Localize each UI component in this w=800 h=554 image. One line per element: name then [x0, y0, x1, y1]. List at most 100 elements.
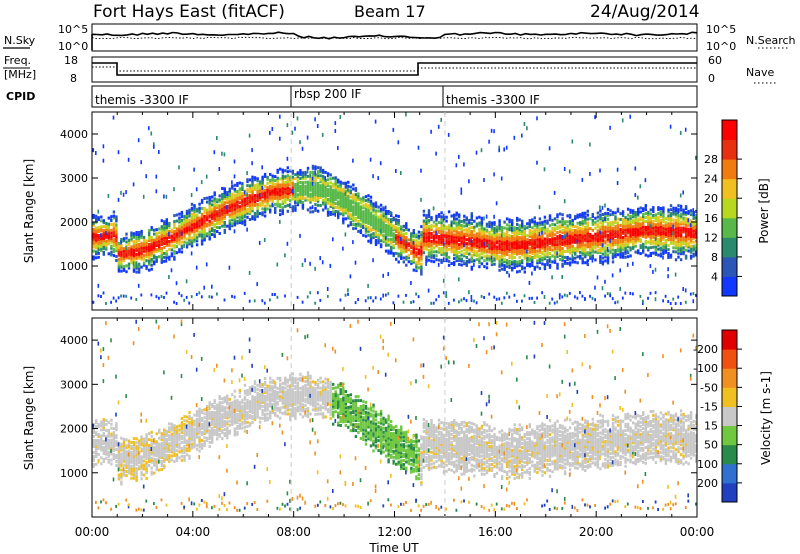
range-gate-cell: [294, 192, 297, 196]
range-gate-cell: [458, 258, 461, 262]
range-gate-cell: [173, 245, 176, 249]
range-gate-cell: [299, 171, 302, 174]
range-gate-cell: [639, 206, 642, 210]
noise-cell: [629, 114, 631, 119]
range-gate-cell: [357, 224, 360, 227]
range-gate-cell: [120, 265, 123, 269]
range-gate-cell: [218, 194, 221, 198]
range-gate-cell: [160, 237, 163, 241]
range-gate-cell: [511, 246, 514, 250]
range-gate-cell: [584, 227, 587, 231]
range-gate-cell: [511, 244, 514, 248]
range-gate-cell: [505, 217, 509, 221]
range-gate-cell: [644, 225, 647, 229]
range-gate-cell: [400, 241, 403, 245]
range-gate-cell: [611, 256, 615, 260]
range-gate-cell: [493, 250, 496, 254]
range-gate-cell: [190, 202, 194, 206]
range-gate-cell: [480, 252, 484, 256]
range-gate-cell: [233, 189, 237, 193]
range-gate-cell: [306, 188, 310, 192]
range-gate-cell: [253, 200, 257, 203]
range-gate-cell: [200, 222, 204, 226]
range-gate-cell: [130, 231, 133, 235]
range-gate-cell: [669, 216, 673, 220]
range-gate-cell: [649, 236, 652, 240]
range-gate-cell: [279, 203, 282, 207]
range-gate-cell: [294, 177, 297, 181]
range-gate-cell: [188, 230, 191, 234]
range-gate-cell: [594, 216, 597, 220]
range-gate-cell: [304, 172, 307, 176]
near-range-cell: [127, 503, 130, 507]
range-gate-cell: [538, 239, 542, 243]
power-colorbar-label: Power [dB]: [757, 178, 771, 243]
range-gate-cell: [417, 234, 421, 238]
range-gate-cell: [205, 218, 209, 222]
range-gate-cell: [430, 218, 433, 222]
range-gate-cell: [614, 235, 617, 239]
range-gate-cell: [145, 255, 148, 259]
range-gate-cell: [657, 253, 660, 257]
near-range-cell: [654, 291, 657, 295]
range-gate-cell: [117, 451, 121, 455]
range-gate-cell: [127, 457, 131, 461]
range-gate-cell: [384, 223, 388, 227]
range-gate-cell: [508, 238, 511, 242]
range-gate-cell: [422, 239, 426, 243]
range-gate-cell: [173, 243, 176, 247]
range-gate-cell: [299, 169, 302, 172]
range-gate-cell: [490, 225, 494, 229]
range-gate-cell: [490, 227, 494, 231]
range-gate-cell: [584, 255, 587, 259]
range-gate-cell: [682, 218, 685, 222]
range-gate-cell: [536, 255, 539, 259]
range-gate-cell: [122, 449, 126, 453]
colorbar-tick-label: 16: [704, 212, 718, 225]
range-gate-cell: [321, 170, 325, 174]
range-gate-cell: [405, 245, 408, 249]
range-gate-cell: [616, 235, 620, 239]
range-gate-cell: [432, 238, 436, 242]
range-gate-cell: [160, 252, 163, 256]
range-gate-cell: [332, 194, 335, 198]
range-gate-cell: [261, 203, 264, 207]
range-gate-cell: [294, 185, 297, 188]
range-gate-cell: [566, 261, 569, 265]
range-gate-cell: [263, 188, 267, 192]
range-gate-cell: [190, 236, 194, 240]
range-gate-cell: [326, 213, 330, 217]
range-gate-cell: [440, 215, 443, 219]
range-gate-cell: [568, 243, 572, 247]
range-gate-cell: [435, 224, 438, 228]
range-gate-cell: [112, 222, 116, 226]
range-gate-cell: [185, 211, 189, 215]
range-gate-cell: [619, 231, 622, 235]
range-gate-cell: [503, 240, 506, 244]
range-gate-cell: [427, 219, 431, 223]
range-gate-cell: [427, 213, 431, 217]
near-range-cell: [178, 291, 180, 295]
range-gate-cell: [228, 199, 231, 203]
range-gate-cell: [465, 248, 468, 252]
range-gate-cell: [105, 235, 108, 239]
range-gate-cell: [107, 224, 110, 228]
range-gate-cell: [695, 231, 698, 235]
noise-cell: [377, 176, 379, 181]
range-gate-cell: [392, 232, 395, 236]
range-gate-cell: [142, 257, 146, 261]
colorbar-swatch: [722, 159, 737, 180]
range-gate-cell: [624, 222, 627, 226]
range-gate-cell: [193, 216, 196, 219]
range-gate-cell: [193, 229, 196, 233]
noise-cell: [261, 185, 263, 190]
range-gate-cell: [684, 219, 688, 222]
range-gate-cell: [687, 241, 690, 245]
noise-cell: [427, 288, 430, 293]
range-gate-cell: [445, 215, 448, 219]
range-gate-cell: [453, 239, 456, 243]
range-gate-cell: [100, 444, 103, 448]
range-gate-cell: [125, 466, 128, 470]
range-gate-cell: [216, 206, 219, 210]
colorbar-swatch: [722, 256, 737, 277]
